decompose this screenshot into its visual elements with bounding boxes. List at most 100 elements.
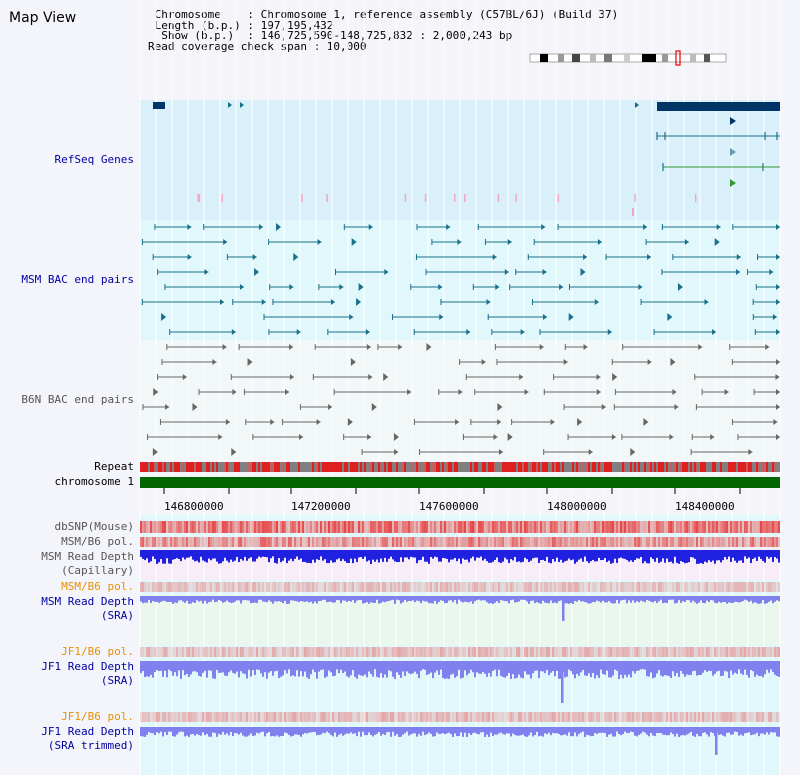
- polymorphism-cell: [660, 582, 662, 592]
- read-depth-bar: [660, 550, 662, 562]
- polymorphism-cell: [500, 521, 502, 533]
- repeat-segment: [402, 462, 404, 472]
- read-depth-bar: [732, 727, 734, 735]
- track-label-dbsnp[interactable]: dbSNP(Mouse): [54, 520, 134, 533]
- read-depth-bar: [676, 550, 678, 563]
- polymorphism-cell: [728, 582, 730, 592]
- read-depth-bar: [618, 727, 620, 734]
- polymorphism-cell: [350, 582, 352, 592]
- read-depth-bar: [344, 550, 346, 562]
- track-label-msm-b6-pol[interactable]: MSM/B6 pol.: [61, 535, 134, 548]
- read-depth-bar: [370, 596, 372, 603]
- polymorphism-cell: [756, 582, 758, 592]
- polymorphism-cell: [444, 537, 446, 547]
- polymorphism-cell: [144, 712, 146, 722]
- polymorphism-cell: [276, 647, 278, 657]
- polymorphism-cell: [288, 712, 290, 722]
- read-depth-bar: [316, 596, 318, 604]
- read-depth-bar: [374, 596, 376, 603]
- read-depth-bar: [526, 727, 528, 737]
- polymorphism-cell: [606, 582, 608, 592]
- polymorphism-cell: [168, 582, 170, 592]
- read-depth-bar: [644, 550, 646, 562]
- read-depth-bar: [340, 661, 342, 670]
- read-depth-bar: [554, 661, 556, 677]
- repeat-segment: [558, 462, 560, 472]
- polymorphism-cell: [594, 582, 596, 592]
- polymorphism-cell: [648, 521, 650, 533]
- polymorphism-cell: [200, 521, 202, 533]
- repeat-segment: [554, 462, 556, 472]
- read-depth-bar: [290, 727, 292, 737]
- read-depth-bar: [254, 596, 256, 603]
- polymorphism-cell: [696, 582, 698, 592]
- read-depth-bar: [534, 661, 536, 671]
- read-depth-bar: [200, 727, 202, 736]
- repeat-segment: [668, 462, 670, 472]
- repeat-segment: [756, 462, 758, 472]
- polymorphism-cell: [344, 582, 346, 592]
- track-label-jf1-b6-pol[interactable]: JF1/B6 pol.: [61, 645, 134, 658]
- polymorphism-cell: [668, 582, 670, 592]
- polymorphism-cell: [390, 537, 392, 547]
- repeat-segment: [600, 462, 602, 472]
- polymorphism-cell: [632, 712, 634, 722]
- read-depth-bar: [728, 661, 730, 679]
- read-depth-bar: [348, 596, 350, 601]
- track-label-msm-read-depth-sra[interactable]: MSM Read Depth: [41, 595, 134, 608]
- read-depth-bar: [592, 727, 594, 736]
- repeat-segment: [294, 462, 296, 472]
- track-label-repeat[interactable]: Repeat: [94, 460, 134, 473]
- read-depth-bar: [378, 596, 380, 604]
- polymorphism-cell: [504, 712, 506, 722]
- track-label-refseq-genes[interactable]: RefSeq Genes: [54, 153, 134, 166]
- track-label-msm-bac[interactable]: MSM BAC end pairs: [21, 273, 134, 286]
- polymorphism-cell: [254, 537, 256, 547]
- track-label-msm-read-depth-capillary[interactable]: MSM Read Depth: [41, 550, 134, 563]
- polymorphism-cell: [540, 712, 542, 722]
- track-label-jf1-b6-pol-trimmed[interactable]: JF1/B6 pol.: [61, 710, 134, 723]
- polymorphism-cell: [424, 537, 426, 547]
- read-depth-bar: [396, 727, 398, 735]
- read-depth-bar: [572, 550, 574, 560]
- read-depth-bar: [530, 550, 532, 561]
- bac-end: [776, 434, 780, 440]
- read-depth-bar: [632, 550, 634, 562]
- polymorphism-cell: [418, 647, 420, 657]
- read-depth-bar: [368, 661, 370, 672]
- read-depth-bar: [498, 661, 500, 670]
- repeat-segment: [300, 462, 302, 472]
- polymorphism-cell: [424, 712, 426, 722]
- polymorphism-cell: [560, 521, 562, 533]
- polymorphism-cell: [372, 521, 374, 533]
- map-view-title: Map View: [9, 10, 77, 26]
- polymorphism-cell: [676, 521, 678, 533]
- bac-end: [225, 419, 230, 425]
- polymorphism-cell: [154, 712, 156, 722]
- read-depth-bar: [536, 661, 538, 671]
- read-depth-bar: [724, 727, 726, 737]
- polymorphism-cell: [212, 647, 214, 657]
- polymorphism-cell: [328, 712, 330, 722]
- polymorphism-cell: [342, 537, 344, 547]
- axis-tick-label: 148000000: [547, 500, 607, 513]
- polymorphism-cell: [562, 521, 564, 533]
- track-label-jf1-read-depth-sra[interactable]: JF1 Read Depth: [41, 660, 134, 673]
- read-depth-bar: [382, 661, 384, 678]
- bac-end: [507, 239, 512, 245]
- track-label-msm-b6-pol-sra[interactable]: MSM/B6 pol.: [61, 580, 134, 593]
- read-depth-bar: [320, 550, 322, 557]
- polymorphism-cell: [308, 537, 310, 547]
- read-depth-bar: [724, 550, 726, 558]
- polymorphism-cell: [706, 647, 708, 657]
- repeat-segment: [716, 462, 718, 472]
- polymorphism-cell: [488, 582, 490, 592]
- polymorphism-cell: [402, 521, 404, 533]
- polymorphism-cell: [140, 647, 142, 657]
- read-depth-bar: [338, 661, 340, 674]
- track-label-jf1-read-depth-trimmed[interactable]: JF1 Read Depth: [41, 725, 134, 738]
- read-depth-bar: [526, 550, 528, 560]
- track-label-b6n-bac[interactable]: B6N BAC end pairs: [21, 393, 134, 406]
- read-depth-bar: [690, 550, 692, 558]
